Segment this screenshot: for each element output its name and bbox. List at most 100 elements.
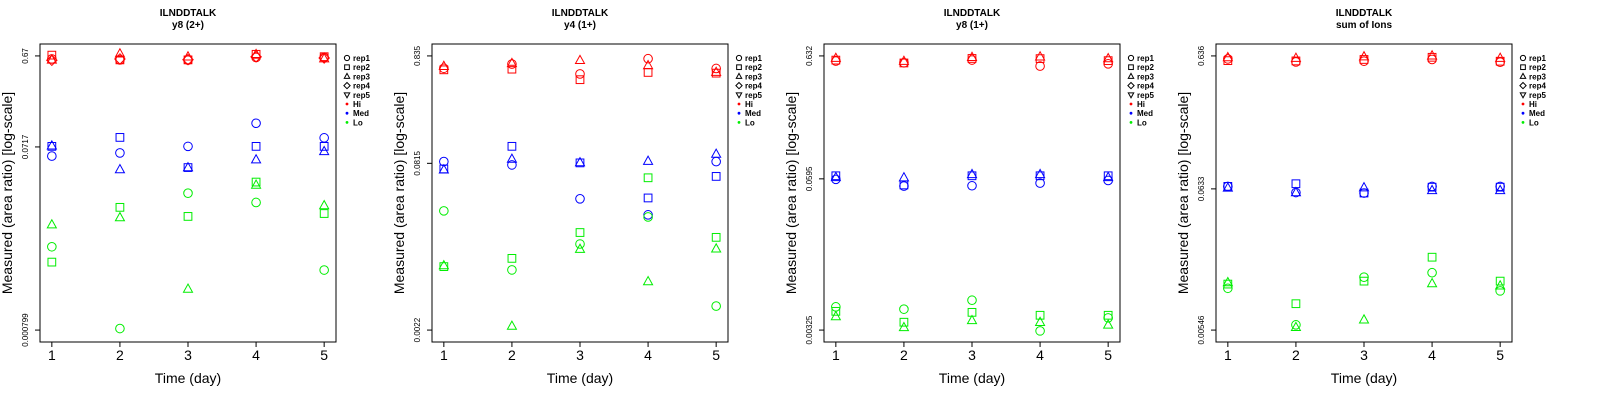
legend-label-lo: Lo: [745, 118, 755, 127]
data-point-hi-rep3: [1102, 52, 1114, 63]
data-point-hi-rep1: [1035, 61, 1045, 71]
data-point-lo-rep1: [507, 265, 517, 275]
data-point-lo-rep2: [115, 202, 125, 212]
data-point-hi-rep3: [830, 52, 842, 62]
legend-label-rep5: rep5: [353, 91, 370, 100]
data-point-hi-rep2: [251, 49, 261, 59]
legend-label-rep4: rep4: [1529, 82, 1546, 91]
legend-label-hi: Hi: [745, 100, 753, 109]
y-tick-label: 0.0022: [413, 317, 422, 342]
data-point-lo-rep2: [251, 177, 261, 187]
chart-subtitle: y8 (2+): [172, 20, 204, 31]
data-point-hi-rep1: [575, 69, 585, 79]
data-point-med-rep1: [251, 118, 261, 129]
x-tick-label: 2: [508, 347, 516, 363]
data-point-hi-rep3: [438, 60, 450, 70]
data-point-med-rep3: [46, 139, 58, 150]
data-point-lo-rep1: [1291, 320, 1301, 330]
data-point-hi-rep2: [1427, 52, 1437, 62]
data-point-lo-rep3: [966, 314, 978, 325]
x-tick-label: 5: [1104, 347, 1112, 363]
data-point-med-rep2: [1291, 179, 1301, 189]
data-point-hi-rep4: [182, 53, 194, 66]
data-point-med-rep2: [507, 141, 517, 151]
data-point-med-rep3: [830, 171, 842, 182]
chart-subtitle: y8 (1+): [956, 20, 988, 31]
legend-symbol-rep3: [735, 72, 743, 79]
legend-label-med: Med: [745, 109, 761, 118]
data-point-med-rep3: [574, 156, 586, 167]
x-tick-label: 2: [116, 347, 124, 363]
data-point-hi-rep4: [114, 53, 126, 65]
data-point-hi-rep3: [318, 52, 330, 63]
data-point-hi-rep1: [1359, 56, 1369, 67]
y-axis-label: Measured (area ratio) [log-scale]: [391, 92, 407, 294]
data-point-lo-rep1: [47, 241, 57, 252]
data-point-med-rep3: [1102, 171, 1114, 182]
data-point-med-rep1: [967, 180, 977, 191]
x-axis-label: Time (day): [155, 370, 221, 386]
data-point-lo-rep2: [1035, 310, 1045, 320]
data-point-lo-rep1: [575, 239, 585, 249]
x-tick-label: 3: [1360, 347, 1368, 363]
y-tick-label: 0.632: [805, 45, 814, 66]
legend-symbol-rep2: [344, 64, 350, 71]
legend-label-rep4: rep4: [1137, 82, 1154, 91]
data-point-med-rep2: [47, 142, 57, 151]
data-point-med-rep1: [711, 156, 721, 167]
data-point-lo-rep2: [1427, 252, 1437, 262]
y-axis-label: Measured (area ratio) [log-scale]: [0, 92, 15, 294]
x-axis-label: Time (day): [1331, 370, 1397, 386]
data-point-lo-rep1: [967, 295, 977, 306]
data-point-lo-rep2: [1103, 310, 1113, 320]
data-point-med-rep2: [183, 163, 193, 172]
legend-label-rep5: rep5: [1137, 91, 1154, 100]
data-point-hi-rep3: [574, 54, 586, 65]
data-point-hi-rep2: [643, 68, 653, 77]
legend-label-rep3: rep3: [1529, 72, 1546, 81]
x-tick-label: 4: [1036, 347, 1044, 363]
data-point-lo-rep3: [1102, 318, 1114, 329]
data-point-hi-rep3: [506, 57, 518, 68]
data-point-med-rep3: [1358, 181, 1370, 192]
data-point-med-rep1: [115, 148, 125, 158]
legend-symbol-rep5: [1519, 92, 1527, 99]
legend-dot-med: [737, 111, 741, 115]
data-point-med-rep3: [710, 148, 722, 158]
data-point-med-rep3: [966, 168, 978, 179]
legend-label-rep3: rep3: [1137, 72, 1154, 81]
legend-label-rep5: rep5: [1529, 91, 1546, 100]
y-axis-label: Measured (area ratio) [log-scale]: [783, 92, 799, 294]
data-point-lo-rep1: [1035, 326, 1045, 336]
y-tick-label: 0.00325: [805, 315, 814, 344]
data-point-med-rep2: [319, 142, 329, 151]
data-point-med-rep1: [319, 133, 329, 143]
legend-label-hi: Hi: [1137, 100, 1145, 109]
data-point-lo-rep2: [575, 228, 585, 237]
data-point-med-rep3: [438, 163, 450, 174]
x-tick-label: 1: [832, 347, 840, 363]
data-point-med-rep2: [1495, 182, 1505, 192]
x-tick-label: 3: [576, 347, 584, 363]
data-point-lo-rep2: [831, 306, 841, 316]
data-point-lo-rep3: [1426, 277, 1438, 288]
legend-dot-hi: [345, 102, 349, 106]
plot-frame: [39, 43, 337, 343]
data-point-lo-rep1: [183, 188, 193, 198]
data-point-hi-rep3: [1358, 50, 1370, 61]
data-point-lo-rep2: [899, 317, 909, 327]
data-point-lo-rep3: [250, 178, 262, 189]
legend-label-rep1: rep1: [1529, 54, 1546, 63]
data-point-lo-rep3: [830, 310, 842, 321]
x-tick-label: 3: [184, 347, 192, 363]
legend-label-rep1: rep1: [745, 54, 762, 63]
legend-dot-lo: [1129, 121, 1133, 124]
data-point-med-rep1: [1035, 178, 1045, 188]
plot-frame: [1215, 43, 1513, 343]
legend-symbol-rep1: [1127, 54, 1135, 62]
